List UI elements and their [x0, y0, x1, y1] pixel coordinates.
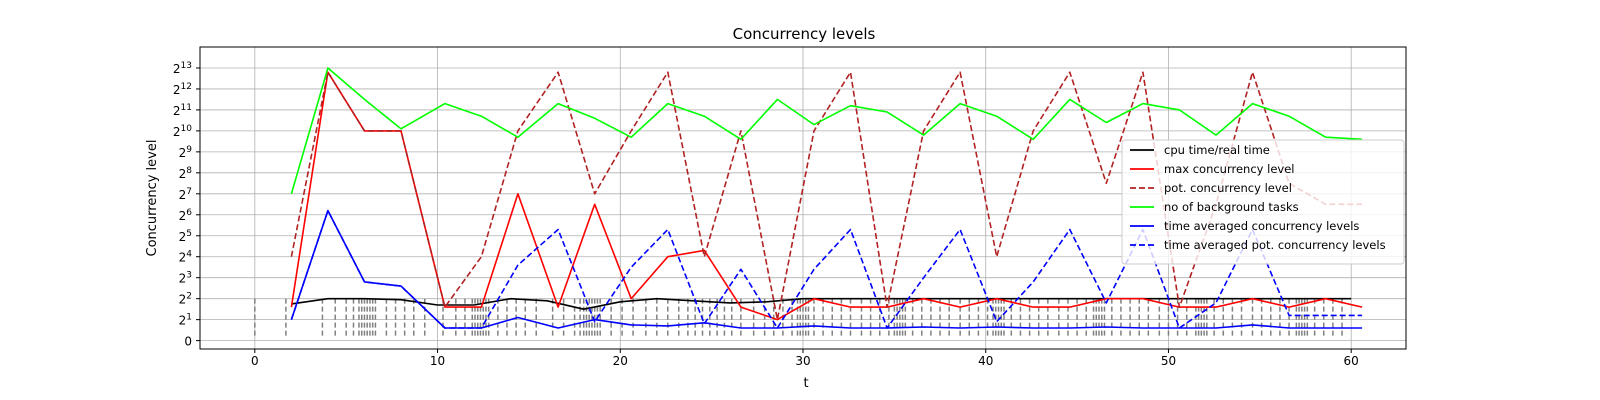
legend: cpu time/real time max concurrency level p… — [1121, 139, 1405, 265]
data-series — [290, 67, 1363, 329]
x-axis-ticks: 0 10 20 30 40 50 60 — [251, 349, 1359, 368]
series-line-1 — [290, 71, 1363, 321]
legend-label: no of background tasks — [1164, 200, 1299, 214]
x-tick-label: 0 — [251, 354, 259, 368]
legend-label: max concurrency level — [1164, 162, 1294, 176]
legend-label: time averaged pot. concurrency levels — [1164, 238, 1386, 252]
legend-box — [1121, 139, 1405, 265]
x-tick-label: 60 — [1344, 354, 1359, 368]
series-line-0 — [291, 297, 1352, 311]
legend-label: pot. concurrency level — [1164, 181, 1292, 195]
chart-title: Concurrency levels — [733, 25, 876, 43]
x-tick-label: 50 — [1161, 354, 1176, 368]
x-tick-label: 30 — [795, 354, 810, 368]
x-tick-label: 20 — [613, 354, 628, 368]
legend-label: time averaged concurrency levels — [1164, 219, 1359, 233]
y-axis-label: Concurrency level — [145, 140, 160, 257]
legend-label: cpu time/real time — [1164, 143, 1270, 157]
x-axis-label: t — [803, 376, 808, 391]
x-tick-label: 40 — [978, 354, 993, 368]
series-line-5 — [290, 209, 1363, 329]
series-line-2 — [290, 71, 1363, 321]
series-line-4 — [290, 209, 1363, 329]
x-tick-label: 10 — [430, 354, 445, 368]
series-line-3 — [290, 67, 1363, 195]
y-tick-label: 0 — [184, 335, 192, 349]
